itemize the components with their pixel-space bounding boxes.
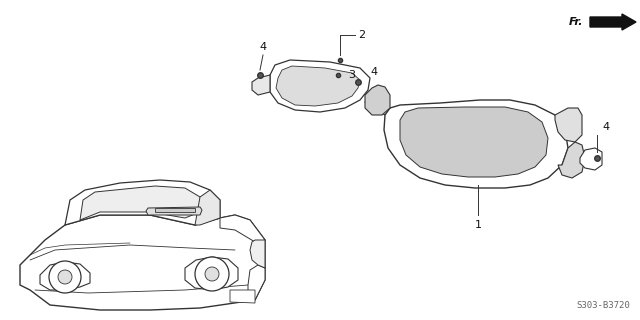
Text: 3: 3 bbox=[348, 70, 355, 80]
Polygon shape bbox=[185, 257, 238, 290]
Circle shape bbox=[49, 261, 81, 293]
Polygon shape bbox=[146, 207, 202, 215]
Polygon shape bbox=[252, 75, 270, 95]
Polygon shape bbox=[20, 215, 265, 310]
Polygon shape bbox=[580, 148, 602, 170]
Polygon shape bbox=[365, 85, 390, 115]
Circle shape bbox=[205, 267, 219, 281]
Text: 1: 1 bbox=[474, 220, 481, 230]
Circle shape bbox=[195, 257, 229, 291]
Polygon shape bbox=[270, 60, 370, 112]
Text: Fr.: Fr. bbox=[568, 17, 583, 27]
Text: 4: 4 bbox=[370, 67, 377, 77]
FancyArrow shape bbox=[590, 14, 636, 30]
Circle shape bbox=[58, 270, 72, 284]
Polygon shape bbox=[155, 208, 195, 212]
Polygon shape bbox=[558, 142, 585, 178]
Polygon shape bbox=[220, 215, 265, 242]
Text: 2: 2 bbox=[358, 30, 365, 40]
Polygon shape bbox=[230, 290, 255, 303]
Polygon shape bbox=[276, 66, 360, 106]
Polygon shape bbox=[248, 265, 265, 300]
Polygon shape bbox=[195, 190, 220, 225]
Text: 4: 4 bbox=[259, 42, 267, 52]
Polygon shape bbox=[384, 100, 568, 188]
Polygon shape bbox=[40, 262, 90, 290]
Polygon shape bbox=[555, 108, 582, 142]
Polygon shape bbox=[400, 107, 548, 177]
Polygon shape bbox=[65, 180, 220, 225]
Text: S303-B3720: S303-B3720 bbox=[576, 301, 630, 310]
Text: 4: 4 bbox=[602, 122, 609, 132]
Polygon shape bbox=[250, 240, 265, 268]
Polygon shape bbox=[80, 186, 205, 220]
